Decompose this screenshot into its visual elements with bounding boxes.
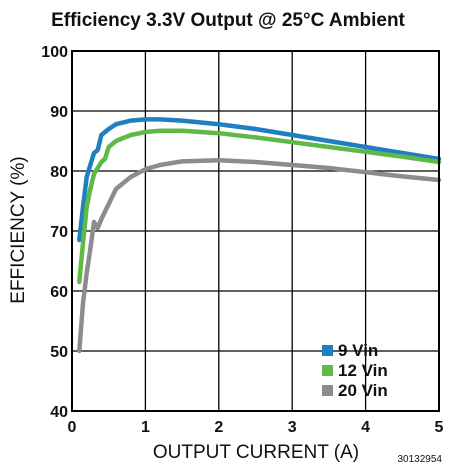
series-line-20-vin: [77, 157, 442, 354]
legend-label-20-vin: 20 Vin: [338, 381, 388, 400]
x-tick-label: 1: [141, 419, 150, 436]
series-line-12-vin: [77, 128, 442, 285]
y-tick-label: 50: [50, 344, 68, 361]
y-tick-label: 40: [50, 404, 68, 421]
figure-id: 30132954: [398, 454, 443, 465]
grid: [71, 50, 440, 412]
y-tick-label: 70: [50, 224, 68, 241]
y-tick-label: 100: [41, 44, 68, 61]
x-tick-label: 5: [435, 419, 444, 436]
tick-labels: 0 1 2 3 4 5 40 50 60 70 80 90 100: [41, 44, 443, 436]
legend-swatch-20-vin: [322, 385, 333, 396]
y-tick-label: 80: [50, 164, 68, 181]
series-line-9-vin: [77, 117, 442, 243]
chart-title: Efficiency 3.3V Output @ 25°C Ambient: [51, 10, 405, 31]
x-tick-label: 3: [288, 419, 297, 436]
y-tick-label: 60: [50, 284, 68, 301]
series-lines: [77, 117, 442, 354]
x-axis-label: OUTPUT CURRENT (A): [153, 442, 359, 463]
legend-swatch-12-vin: [322, 365, 333, 376]
x-tick-label: 0: [68, 419, 77, 436]
y-tick-label: 90: [50, 104, 68, 121]
plot-frame: [71, 50, 440, 412]
legend-label-9-vin: 9 Vin: [338, 341, 378, 360]
legend-label-12-vin: 12 Vin: [338, 361, 388, 380]
x-tick-label: 2: [214, 419, 223, 436]
x-tick-label: 4: [361, 419, 370, 436]
y-axis-label: EFFICIENCY (%): [8, 156, 29, 303]
legend-swatch-9-vin: [322, 345, 333, 356]
